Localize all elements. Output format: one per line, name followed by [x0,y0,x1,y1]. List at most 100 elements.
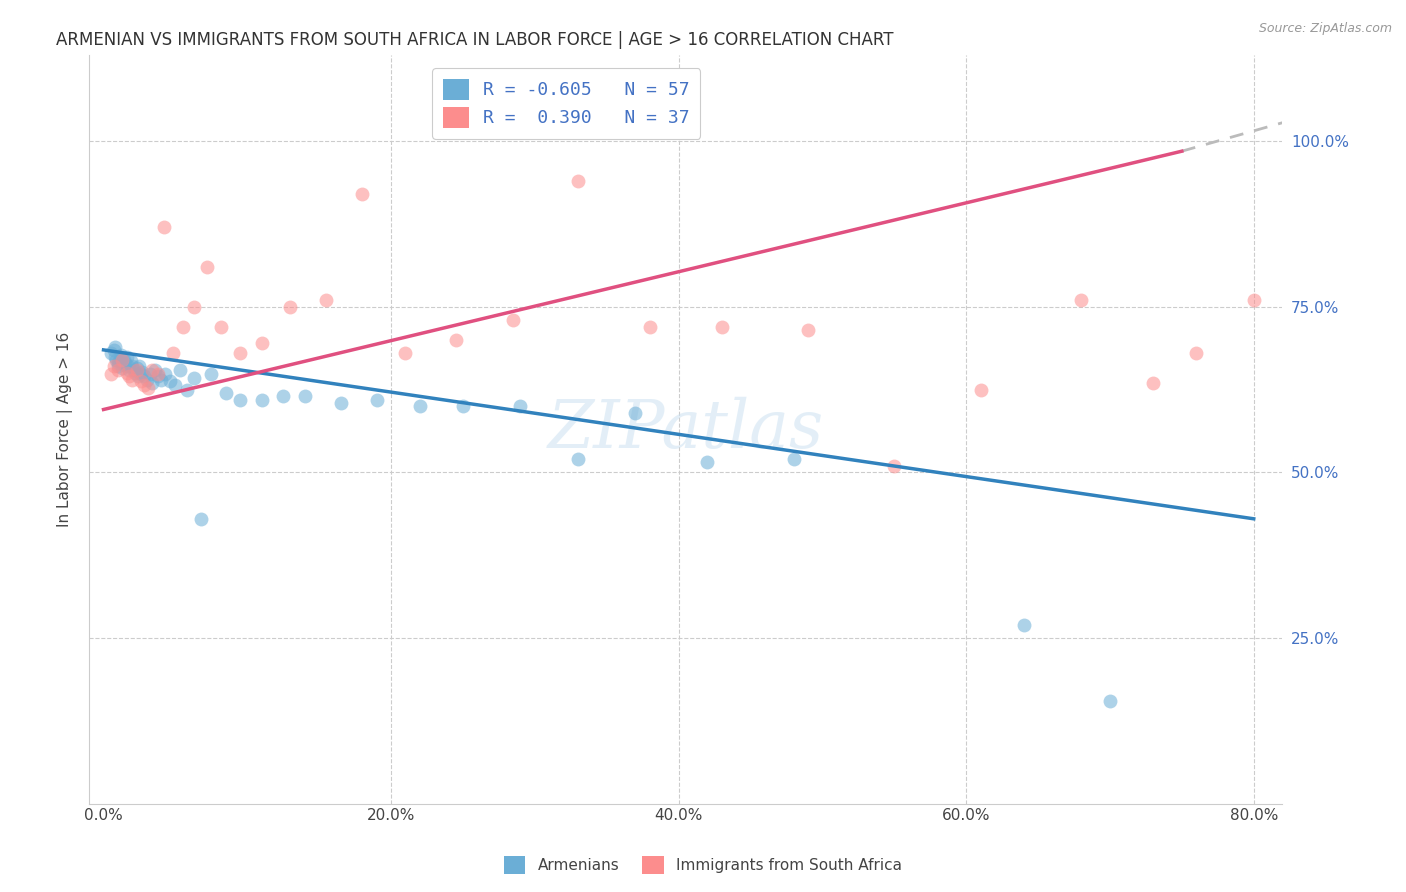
Point [159,374,181,388]
Point [165,378,187,392]
Point [111,352,134,367]
Point [250,336,273,351]
Point [638,319,661,334]
Point [103,359,125,374]
Point [128,359,150,374]
Text: ARMENIAN VS IMMIGRANTS FROM SOUTH AFRICA IN LABOR FORCE | AGE > 16 CORRELATION C: ARMENIAN VS IMMIGRANTS FROM SOUTH AFRICA… [56,31,894,49]
Point [112,358,135,372]
Point [215,386,238,401]
Point [444,333,467,347]
Point [1098,694,1121,708]
Point [190,512,212,526]
Point [115,350,138,364]
Point [125,363,148,377]
Point [132,378,155,392]
Point [183,371,205,385]
Point [104,340,127,354]
Legend: Armenians, Immigrants from South Africa: Armenians, Immigrants from South Africa [498,850,908,880]
Point [141,376,163,390]
Point [122,363,145,377]
Point [155,368,177,382]
Point [315,293,337,308]
Point [352,187,374,202]
Point [105,352,128,367]
Point [135,373,157,387]
Point [176,383,198,397]
Point [696,455,718,469]
Point [132,369,155,384]
Point [111,360,134,375]
Point [100,368,122,382]
Point [1012,617,1035,632]
Point [451,399,474,413]
Point [121,359,143,374]
Point [200,368,222,382]
Point [104,350,127,364]
Point [100,346,122,360]
Point [131,365,153,379]
Point [567,174,589,188]
Point [409,399,432,413]
Point [110,347,132,361]
Point [114,356,136,370]
Point [294,389,316,403]
Point [146,369,169,384]
Point [624,406,647,420]
Point [280,300,302,314]
Point [138,368,160,382]
Point [883,458,905,473]
Point [782,452,804,467]
Point [797,323,820,337]
Legend: R = -0.605   N = 57, R =  0.390   N = 37: R = -0.605 N = 57, R = 0.390 N = 37 [433,68,700,138]
Point [1185,346,1208,360]
Point [1142,376,1164,390]
Point [118,369,141,384]
Point [141,363,163,377]
Text: ZIPatlas: ZIPatlas [548,397,824,462]
Point [502,313,524,327]
Point [229,346,252,360]
Point [969,383,991,397]
Point [567,452,589,467]
Point [107,363,129,377]
Point [150,373,173,387]
Point [136,381,159,395]
Point [103,343,125,357]
Point [1243,293,1265,308]
Point [172,319,194,334]
Point [195,260,218,274]
Point [209,319,232,334]
Point [115,366,138,380]
Point [117,359,139,374]
Point [124,366,146,380]
Point [118,363,141,377]
Point [121,373,143,387]
Point [112,352,135,367]
Point [509,399,531,413]
Point [1070,293,1092,308]
Point [153,220,176,235]
Point [146,368,169,382]
Point [169,363,191,377]
Point [110,351,132,366]
Point [129,374,152,388]
Point [271,389,294,403]
Point [107,359,129,374]
Point [394,346,416,360]
Point [229,392,252,407]
Point [125,360,148,375]
Point [143,363,166,377]
Point [329,396,352,410]
Point [120,354,142,368]
Point [107,356,129,370]
Point [108,354,131,368]
Point [127,369,149,384]
Point [183,300,205,314]
Point [162,346,184,360]
Point [129,368,152,382]
Text: Source: ZipAtlas.com: Source: ZipAtlas.com [1258,22,1392,36]
Point [710,319,733,334]
Point [250,392,273,407]
Point [366,392,388,407]
Y-axis label: In Labor Force | Age > 16: In Labor Force | Age > 16 [58,332,73,527]
